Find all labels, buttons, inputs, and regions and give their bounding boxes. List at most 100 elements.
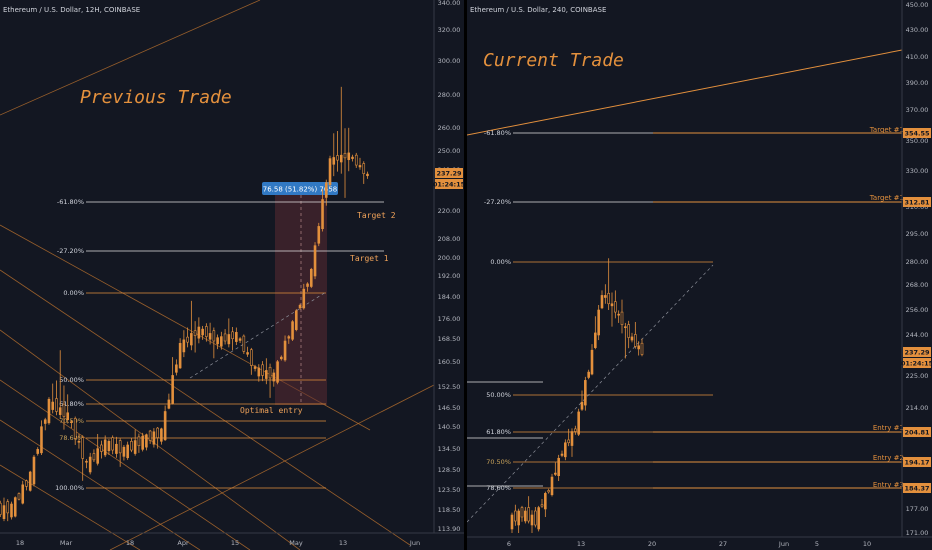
price-tick: 370.00 (906, 106, 929, 114)
candle (178, 343, 182, 369)
trend-line (0, 269, 411, 546)
candle (604, 295, 607, 298)
candle (253, 366, 257, 369)
candle (238, 338, 242, 341)
time-tick: Apr (177, 539, 189, 547)
time-tick: 27 (719, 540, 727, 548)
left-chart[interactable]: 76.58 (51.82%) 7658 -61.80% -27.20% 0.00% 50… (0, 0, 464, 550)
right-chart[interactable]: -61.80% -27.20% 0.00% 50.00% 61.80% 70.50% 78.… (467, 0, 932, 550)
candle (351, 156, 354, 159)
price-tick: 128.50 (438, 466, 461, 474)
candle (122, 446, 126, 457)
candle (637, 345, 640, 350)
candle (298, 304, 302, 309)
time-tick: May (289, 539, 303, 547)
time-tick: 18 (16, 539, 24, 547)
candle (190, 333, 193, 346)
last-price-tag (435, 168, 463, 178)
candle (246, 352, 249, 355)
candle (193, 330, 197, 336)
candle (534, 510, 537, 526)
fib-label: 78.60% (59, 434, 84, 442)
candle (321, 199, 324, 230)
entry-label: Entry #2 (873, 454, 904, 462)
candle (328, 158, 332, 186)
target-1-label: Target 1 (350, 254, 389, 263)
candle (640, 342, 644, 355)
fib-label: 0.00% (490, 258, 511, 266)
candle (564, 442, 567, 458)
candle (70, 421, 73, 423)
candle (347, 152, 351, 161)
candle (317, 226, 321, 244)
candle (283, 340, 287, 361)
candle (287, 336, 291, 339)
price-tag-text: 194.17 (904, 459, 929, 467)
price-tick: 220.00 (438, 207, 461, 215)
price-tick: 340.00 (438, 0, 461, 7)
last-price: 237.29 (904, 349, 930, 357)
price-tick: 410.00 (906, 53, 929, 61)
candle (62, 403, 66, 417)
candle (268, 367, 272, 379)
candle (21, 484, 25, 504)
candle (560, 453, 564, 456)
candle (527, 507, 530, 522)
price-tag-text: 354.55 (904, 130, 930, 138)
price-tick: 320.00 (438, 26, 461, 34)
price-tag-text: 184.37 (904, 485, 929, 493)
candle (324, 182, 328, 198)
price-tick: 176.00 (438, 315, 461, 323)
candle (43, 419, 47, 424)
candle (574, 428, 577, 432)
candle (77, 440, 81, 443)
candle (145, 434, 148, 448)
last-price: 237.29 (436, 170, 462, 178)
trend-line (109, 384, 435, 550)
chart-title: Ethereum / U.S. Dollar, 240, COINBASE (470, 6, 606, 14)
price-tick: 214.00 (906, 404, 929, 412)
candle (156, 427, 159, 438)
measure-label: 76.58 (51.82%) 7658 (263, 186, 337, 194)
candle (32, 456, 36, 485)
candle (567, 439, 570, 444)
candle (544, 493, 547, 510)
fib-label: 78.60% (486, 484, 511, 492)
price-tick: 152.50 (438, 383, 461, 391)
candle (540, 504, 544, 507)
candle (175, 364, 178, 373)
candle (130, 440, 133, 451)
candle (13, 497, 17, 517)
candle (550, 476, 554, 496)
candle (28, 471, 32, 491)
candle (160, 428, 163, 442)
candle (257, 367, 261, 377)
fib-label: 70.50% (486, 458, 511, 466)
countdown-tag (903, 358, 931, 368)
left-chart-panel[interactable]: 76.58 (51.82%) 7658 -61.80% -27.20% 0.00% 50… (0, 0, 464, 550)
time-tick: 18 (126, 539, 134, 547)
price-tick: 208.00 (438, 235, 461, 243)
candle (302, 288, 306, 309)
time-tick: Jun (778, 540, 789, 548)
time-tick: 15 (231, 539, 239, 547)
fib-trend-dashed (467, 264, 714, 523)
price-tick: 160.50 (438, 358, 461, 366)
candle (25, 480, 28, 487)
candle (627, 324, 630, 338)
candle (261, 364, 264, 376)
panel-divider[interactable] (464, 0, 467, 550)
right-chart-panel[interactable]: -61.80% -27.20% 0.00% 50.00% 61.80% 70.50% 78.… (467, 0, 932, 550)
candle (47, 398, 51, 424)
candle (510, 514, 514, 530)
candle (524, 510, 527, 522)
candle (557, 457, 560, 477)
candle (186, 336, 189, 343)
candle (81, 437, 84, 459)
candle (231, 331, 234, 340)
candle (201, 328, 204, 336)
candle (208, 333, 212, 340)
candle (55, 398, 58, 412)
measure-label-box (262, 182, 338, 195)
price-tick: 140.50 (438, 423, 461, 431)
